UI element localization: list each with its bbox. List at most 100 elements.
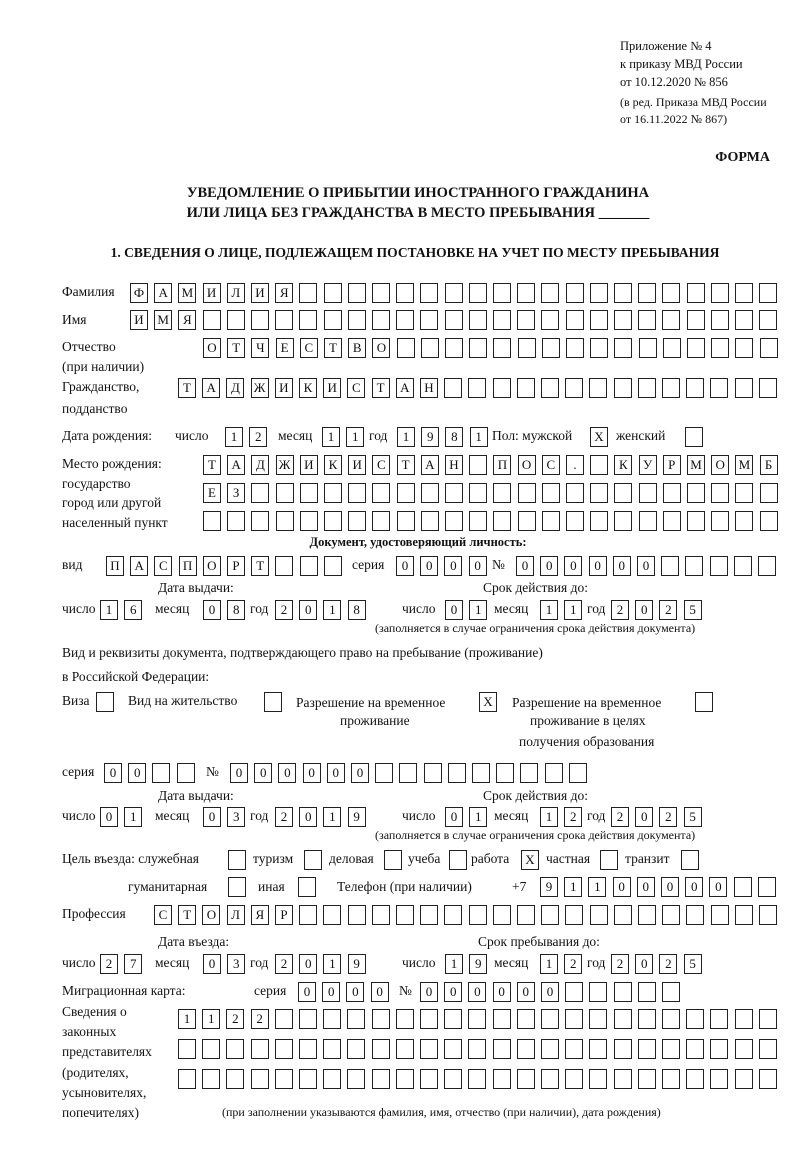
char-box-birthplace2[interactable]: [541, 483, 560, 503]
char-box-birthplace3[interactable]: [445, 511, 463, 531]
char-box-patronymic[interactable]: [420, 338, 439, 358]
char-box-reps1[interactable]: [565, 1009, 584, 1029]
char-box-reps2[interactable]: [758, 1039, 777, 1059]
char-box-rd-issue-day[interactable]: 0: [100, 807, 118, 827]
char-box-mc-number[interactable]: 0: [444, 982, 463, 1002]
char-box-id-valid-year[interactable]: 5: [683, 600, 702, 620]
char-box-reps3[interactable]: [323, 1069, 342, 1089]
char-box-mc-number[interactable]: 0: [492, 982, 511, 1002]
char-box-reps3[interactable]: [299, 1069, 317, 1089]
char-box-id-number[interactable]: [733, 556, 752, 576]
char-box-rd-number[interactable]: [375, 763, 394, 783]
char-box-id-valid-month[interactable]: 1: [564, 600, 583, 620]
char-box-rd-number[interactable]: [447, 763, 466, 783]
char-box-surname[interactable]: М: [178, 283, 197, 303]
checkbox-temp-res[interactable]: X: [479, 692, 497, 712]
char-box-surname[interactable]: Ф: [130, 283, 148, 303]
char-box-reps1[interactable]: [613, 1009, 632, 1029]
checkbox-purpose-study[interactable]: [449, 850, 467, 870]
char-box-mc-number[interactable]: [637, 982, 656, 1002]
char-box-phone[interactable]: 1: [588, 877, 607, 897]
char-box-birthplace1[interactable]: Т: [396, 455, 415, 475]
char-box-birthplace2[interactable]: [590, 483, 609, 503]
char-box-entry-day[interactable]: 7: [124, 954, 143, 974]
char-box-rd-number[interactable]: [399, 763, 418, 783]
char-box-rd-number[interactable]: 0: [278, 763, 297, 783]
char-box-birthplace2[interactable]: [638, 483, 657, 503]
char-box-reps3[interactable]: [686, 1069, 705, 1089]
char-box-id-issue-day[interactable]: 1: [100, 600, 118, 620]
char-box-id-kind[interactable]: Р: [227, 556, 245, 576]
char-box-rd-number[interactable]: [568, 763, 587, 783]
char-box-entry-day[interactable]: 2: [100, 954, 118, 974]
char-box-profession[interactable]: [638, 905, 656, 925]
char-box-rd-number[interactable]: 0: [302, 763, 321, 783]
char-box-reps3[interactable]: [710, 1069, 729, 1089]
char-box-rd-number[interactable]: [472, 763, 490, 783]
char-box-profession[interactable]: Р: [275, 905, 293, 925]
char-box-profession[interactable]: [517, 905, 535, 925]
char-box-surname[interactable]: [517, 283, 536, 303]
char-box-patronymic[interactable]: [566, 338, 584, 358]
char-box-birthplace2[interactable]: [662, 483, 681, 503]
char-box-patronymic[interactable]: Т: [324, 338, 342, 358]
char-box-birthplace3[interactable]: [372, 511, 391, 531]
char-box-birthplace3[interactable]: [420, 511, 439, 531]
char-box-rd-series[interactable]: 0: [104, 763, 122, 783]
char-box-rd-valid-day[interactable]: 1: [469, 807, 488, 827]
char-box-stay-day[interactable]: 1: [445, 954, 463, 974]
char-box-surname[interactable]: А: [154, 283, 173, 303]
char-box-patronymic[interactable]: [541, 338, 560, 358]
char-box-mc-series[interactable]: 0: [298, 982, 316, 1002]
char-box-id-number[interactable]: 0: [540, 556, 559, 576]
char-box-citizenship[interactable]: [565, 378, 584, 398]
char-box-name[interactable]: [735, 310, 753, 330]
char-box-citizenship[interactable]: А: [202, 378, 221, 398]
char-box-rd-series[interactable]: 0: [128, 763, 147, 783]
char-box-name[interactable]: [541, 310, 560, 330]
char-box-id-number[interactable]: [685, 556, 704, 576]
char-box-patronymic[interactable]: О: [203, 338, 221, 358]
char-box-birthplace2[interactable]: [759, 483, 778, 503]
char-box-surname[interactable]: [299, 283, 318, 303]
checkbox-purpose-business[interactable]: [384, 850, 402, 870]
char-box-birthplace2[interactable]: [517, 483, 536, 503]
char-box-birthplace1[interactable]: Н: [445, 455, 463, 475]
char-box-reps2[interactable]: [371, 1039, 390, 1059]
char-box-patronymic[interactable]: [735, 338, 754, 358]
char-box-id-number[interactable]: 0: [516, 556, 534, 576]
char-box-birthplace1[interactable]: А: [420, 455, 439, 475]
char-box-surname[interactable]: [614, 283, 632, 303]
char-box-profession[interactable]: Т: [178, 905, 197, 925]
char-box-reps3[interactable]: [637, 1069, 656, 1089]
char-box-reps3[interactable]: [758, 1069, 777, 1089]
char-box-name[interactable]: [565, 310, 584, 330]
char-box-profession[interactable]: [444, 905, 463, 925]
char-box-reps2[interactable]: [178, 1039, 196, 1059]
char-box-citizenship[interactable]: К: [299, 378, 317, 398]
char-box-surname[interactable]: [541, 283, 560, 303]
char-box-mc-series[interactable]: 0: [370, 982, 389, 1002]
char-box-citizenship[interactable]: [492, 378, 511, 398]
char-box-reps3[interactable]: [371, 1069, 390, 1089]
char-box-phone[interactable]: 0: [661, 877, 679, 897]
char-box-id-series[interactable]: 0: [468, 556, 487, 576]
char-box-patronymic[interactable]: [638, 338, 657, 358]
char-box-phone[interactable]: 0: [612, 877, 631, 897]
char-box-reps1[interactable]: [516, 1009, 535, 1029]
char-box-citizenship[interactable]: [662, 378, 680, 398]
char-box-reps3[interactable]: [226, 1069, 245, 1089]
char-box-name[interactable]: [202, 310, 221, 330]
char-box-reps1[interactable]: [468, 1009, 487, 1029]
char-box-surname[interactable]: [686, 283, 705, 303]
char-box-reps2[interactable]: [323, 1039, 342, 1059]
char-box-phone[interactable]: [757, 877, 776, 897]
char-box-entry-year[interactable]: 9: [347, 954, 366, 974]
char-box-reps1[interactable]: [734, 1009, 753, 1029]
checkbox-residence[interactable]: [264, 692, 282, 712]
char-box-id-valid-year[interactable]: 2: [659, 600, 678, 620]
char-box-rd-issue-month[interactable]: 0: [203, 807, 221, 827]
char-box-patronymic[interactable]: [662, 338, 681, 358]
char-box-reps1[interactable]: [371, 1009, 390, 1029]
char-box-mc-number[interactable]: 0: [516, 982, 535, 1002]
